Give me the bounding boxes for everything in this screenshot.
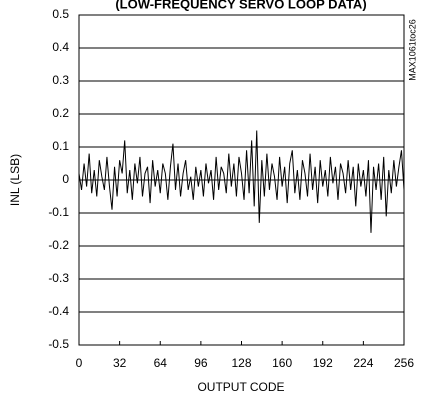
x-tick-label: 64 xyxy=(154,356,168,370)
y-tick-label: 0.3 xyxy=(52,73,69,87)
x-tick-label: 160 xyxy=(272,356,292,370)
y-tick-label: 0.2 xyxy=(52,106,69,120)
y-tick-label: -0.5 xyxy=(48,337,69,351)
y-tick-label: -0.3 xyxy=(48,271,69,285)
x-tick-label: 96 xyxy=(194,356,208,370)
plot-frame xyxy=(78,14,405,346)
x-tick-label: 256 xyxy=(394,356,414,370)
x-tick-label: 0 xyxy=(76,356,83,370)
y-tick-label: -0.4 xyxy=(48,304,69,318)
chart-title: (LOW-FREQUENCY SERVO LOOP DATA) xyxy=(115,0,366,11)
x-axis-label: OUTPUT CODE xyxy=(197,380,284,394)
y-tick-label: -0.2 xyxy=(48,238,69,252)
y-axis-label: INL (LSB) xyxy=(8,154,22,206)
x-tick-label: 224 xyxy=(353,356,373,370)
x-tick-label: 192 xyxy=(313,356,333,370)
y-tick-label: 0.5 xyxy=(52,7,69,21)
y-tick-label: -0.1 xyxy=(48,205,69,219)
data-line xyxy=(78,130,405,233)
x-tick-label: 128 xyxy=(231,356,251,370)
x-tick-label: 32 xyxy=(113,356,127,370)
y-tick-label: 0.1 xyxy=(52,139,69,153)
y-tick-label: 0.4 xyxy=(52,40,69,54)
figure-note: MAX1061toc26 xyxy=(407,19,417,81)
y-tick-label: 0 xyxy=(62,172,69,186)
